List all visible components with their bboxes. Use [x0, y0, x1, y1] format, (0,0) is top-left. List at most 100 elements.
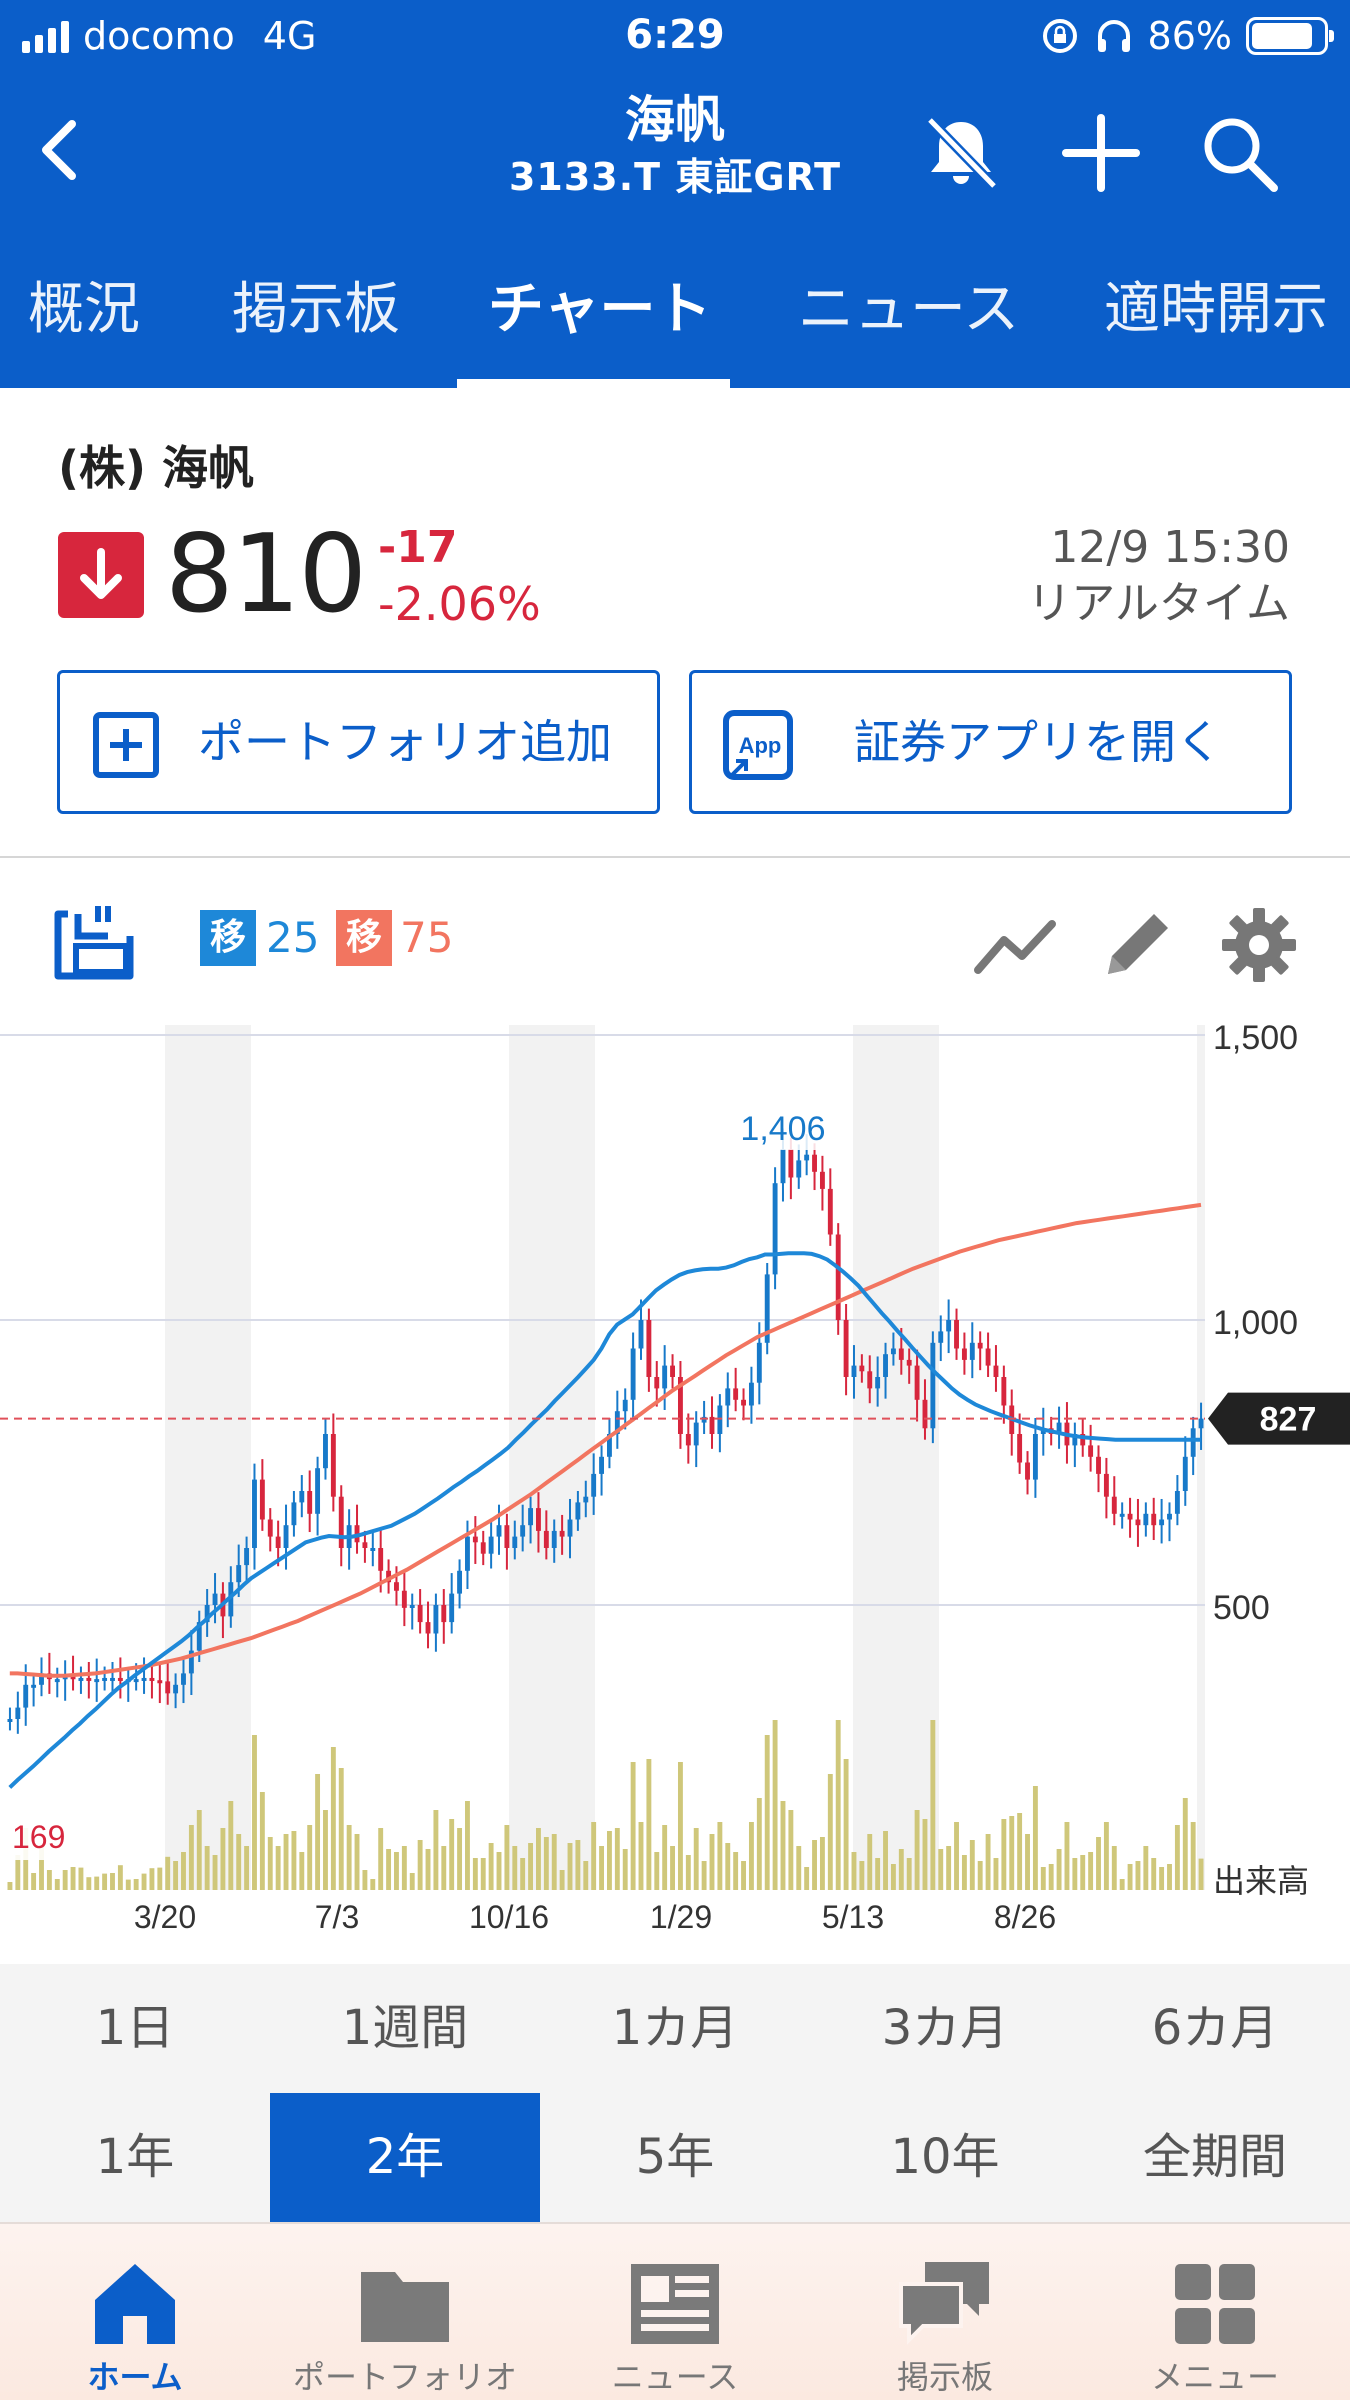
ma75-badge: 移: [336, 910, 392, 966]
candle-body: [788, 1149, 794, 1178]
portfolio-add-label: ポートフォリオ追加: [198, 715, 612, 769]
candle-body: [1088, 1445, 1094, 1457]
volume-bar: [559, 1870, 565, 1890]
volume-bar: [1009, 1816, 1015, 1890]
period-10y[interactable]: 10年: [890, 2129, 1000, 2185]
ma75-value: 75: [400, 913, 454, 962]
back-arrow-icon[interactable]: [24, 110, 94, 190]
candle-body: [1151, 1513, 1157, 1526]
candle-body: [914, 1365, 920, 1400]
candle-body: [323, 1434, 328, 1469]
battery-icon: [1246, 17, 1334, 55]
candlestick-chart[interactable]: 1,500 1,000 500 827 1,406 169 出来高 3/20 7/3 10/16 1…: [0, 1010, 1350, 1964]
period-2y[interactable]: 2年: [270, 2093, 540, 2222]
volume-bar: [843, 1759, 849, 1890]
period-3m[interactable]: 3カ月: [881, 2000, 1009, 2056]
volume-bar: [386, 1849, 392, 1890]
volume-bar: [938, 1849, 944, 1890]
section-divider: [0, 856, 1350, 858]
candle-body: [1182, 1456, 1188, 1491]
candle-body: [898, 1348, 904, 1360]
volume-bar: [1198, 1858, 1204, 1890]
volume-bar: [46, 1870, 52, 1890]
period-6m[interactable]: 6カ月: [1151, 2000, 1279, 2056]
portfolio-add-button[interactable]: ポートフォリオ追加: [57, 670, 660, 814]
candle-body: [614, 1411, 620, 1434]
candle-body: [741, 1399, 746, 1406]
candle-body: [188, 1650, 194, 1674]
nav-home[interactable]: ホーム: [0, 2224, 270, 2400]
bell-off-icon[interactable]: [918, 110, 1004, 196]
volume-bar: [15, 1855, 21, 1890]
volume-bar: [7, 1882, 13, 1890]
volume-bar: [701, 1861, 707, 1890]
open-app-label: 証券アプリを開く: [854, 715, 1222, 769]
tab-board[interactable]: 掲示板: [232, 277, 400, 342]
candle-body: [662, 1365, 668, 1389]
plus-icon[interactable]: [1058, 110, 1144, 196]
volume-bar: [86, 1877, 92, 1890]
candle-body: [1135, 1519, 1141, 1526]
chart-settings-toggle-icon[interactable]: [48, 900, 138, 990]
nav-portfolio[interactable]: ポートフォリオ: [270, 2224, 540, 2400]
volume-bar: [181, 1852, 186, 1890]
period-1y[interactable]: 1年: [95, 2129, 175, 2185]
tab-news[interactable]: ニュース: [798, 277, 1020, 342]
tab-disclosure[interactable]: 適時開示: [1104, 277, 1328, 342]
period-all[interactable]: 全期間: [1142, 2129, 1287, 2185]
period-5y[interactable]: 5年: [635, 2129, 715, 2185]
nav-board[interactable]: 掲示板: [810, 2224, 1080, 2400]
volume-bar: [110, 1873, 115, 1890]
volume-bar: [425, 1849, 431, 1890]
x-tick-label: 5/13: [822, 1899, 884, 1935]
candle-body: [117, 1677, 123, 1681]
candle-body: [252, 1479, 257, 1548]
volume-bar: [662, 1825, 668, 1890]
price-change: -17: [378, 522, 458, 573]
open-app-button[interactable]: App 証券アプリを開く: [689, 670, 1292, 814]
pencil-icon[interactable]: [1092, 900, 1182, 990]
volume-bar: [228, 1801, 234, 1890]
candle-body: [717, 1405, 723, 1434]
volume-bar: [283, 1834, 289, 1890]
candle-body: [299, 1491, 305, 1503]
nav-news[interactable]: ニュース: [540, 2224, 810, 2400]
volume-bar: [796, 1846, 802, 1890]
volume-bar: [906, 1858, 912, 1890]
candle-body: [654, 1377, 660, 1389]
candle-body: [457, 1570, 463, 1594]
volume-bar: [94, 1876, 100, 1890]
grid-menu-icon: [1175, 2264, 1255, 2344]
volume-bar: [772, 1720, 778, 1890]
candle-body: [157, 1680, 163, 1684]
volume-bar: [670, 1846, 675, 1890]
nav-portfolio-label: ポートフォリオ: [292, 2358, 517, 2396]
tab-chart[interactable]: チャート: [488, 277, 712, 342]
y-tick-label: 1,500: [1213, 1019, 1298, 1057]
volume-bar: [788, 1810, 794, 1890]
candle-body: [386, 1570, 392, 1583]
period-1m[interactable]: 1カ月: [611, 2000, 739, 2056]
volume-bar: [1001, 1819, 1007, 1890]
candle-body: [756, 1342, 762, 1383]
nav-menu[interactable]: メニュー: [1080, 2224, 1350, 2400]
candle-body: [394, 1582, 399, 1591]
line-chart-icon[interactable]: [970, 900, 1060, 990]
candle-body: [559, 1530, 565, 1537]
volume-bar: [102, 1873, 108, 1890]
volume-bar: [449, 1819, 455, 1890]
volume-bar: [315, 1774, 321, 1890]
period-1d[interactable]: 1日: [95, 2000, 175, 2056]
period-1w[interactable]: 1週間: [341, 2000, 469, 2056]
candle-body: [930, 1342, 936, 1429]
candle-body: [1080, 1434, 1086, 1446]
search-icon[interactable]: [1196, 110, 1282, 196]
gear-icon[interactable]: [1214, 900, 1304, 990]
volume-bar: [890, 1864, 896, 1890]
volume-bar: [954, 1822, 959, 1890]
tab-overview[interactable]: 概況: [28, 277, 140, 342]
volume-bar: [70, 1867, 76, 1890]
candle-body: [851, 1365, 857, 1377]
volume-bar: [433, 1810, 439, 1890]
volume-bar: [654, 1852, 660, 1890]
